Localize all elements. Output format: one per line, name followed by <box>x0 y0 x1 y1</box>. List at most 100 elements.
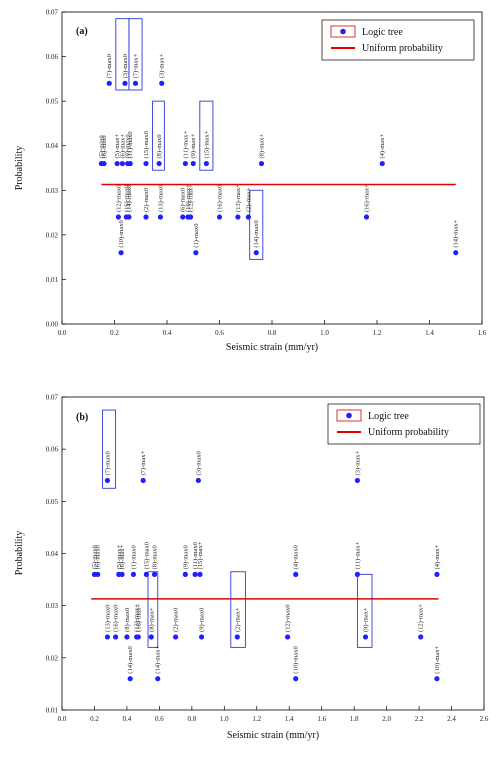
y-tick-label: 0.03 <box>46 187 59 195</box>
data-point <box>245 214 251 220</box>
data-point <box>182 571 188 577</box>
data-point-label: (14)-max+ <box>155 646 162 674</box>
data-point-label: (9)-max+ <box>190 134 197 159</box>
data-point <box>173 634 179 640</box>
data-point-label: (11)-max0 <box>127 131 134 158</box>
scatter-marks: (5)-max0(6)-max0(7)-max0(13)-max0 (16)-ma… <box>91 409 441 682</box>
data-point <box>157 214 164 220</box>
data-point-label: (1)-max0 <box>193 223 200 247</box>
data-point-label: (12)-max+ <box>188 184 195 212</box>
data-point <box>114 160 120 167</box>
data-point-label: (2)-max+ <box>245 187 252 212</box>
data-point <box>151 571 158 577</box>
data-point-label: (9)-max0 <box>199 608 206 632</box>
y-tick-label: 0.05 <box>46 98 59 106</box>
y-tick-label: 0.07 <box>46 9 59 17</box>
data-point <box>95 571 101 577</box>
x-tick-label: 0.4 <box>123 715 132 723</box>
scatter-marks: (5)-min0(6)-min0 (7)-max0 (5)-max+ (12)-max… <box>98 18 460 260</box>
x-axis-title: Seismic strain (mm/yr) <box>226 342 318 353</box>
data-point <box>363 214 370 220</box>
data-point-label: (5)-min0 <box>98 135 105 158</box>
x-tick-label: 0.0 <box>58 715 67 723</box>
x-tick-label: 0.6 <box>155 715 164 723</box>
data-point-label: (8)-max+ <box>148 607 155 632</box>
data-point-label: (11)-max+ <box>182 131 189 159</box>
y-axis-ticks: 0.00 0.01 0.02 0.03 0.04 0.05 0.06 0.07 <box>46 9 66 329</box>
data-point-label: (16)-max0 <box>123 185 130 212</box>
x-tick-label: 1.2 <box>252 715 261 723</box>
y-tick-label: 0.03 <box>46 602 59 610</box>
x-tick-label: 0.0 <box>58 329 67 337</box>
data-point-label: (10)-max0 <box>118 220 125 247</box>
data-point-label: (15)-max+ <box>197 541 204 569</box>
panel-label: (a) <box>76 26 88 37</box>
data-point-label: (7)-max0 <box>104 451 111 475</box>
y-tick-label: 0.02 <box>46 231 59 239</box>
data-point-label: (8)-max0 <box>124 608 131 632</box>
data-point-label: (14)-max0 <box>253 220 260 247</box>
data-point-label: (14)-max0 <box>127 646 134 673</box>
x-tick-label: 1.6 <box>317 715 326 723</box>
data-point <box>197 571 203 577</box>
data-point-label: (12)-max0 <box>115 185 122 212</box>
x-tick-label: 2.6 <box>480 715 489 723</box>
x-axis-title: Seismic strain (mm/yr) <box>227 730 319 741</box>
data-point <box>122 80 128 86</box>
data-point-label: (2)-max0 <box>173 608 180 632</box>
data-point-label: (3)-max+ <box>159 53 166 78</box>
x-tick-label: 0.8 <box>187 715 196 723</box>
data-point-label: (4)-max0 <box>293 545 300 569</box>
panel-b: 0.0 0.2 0.4 0.6 0.8 1.0 1.2 1.4 1.6 1.8 2.0 2.2 2.4 2… <box>14 394 489 742</box>
data-point <box>195 477 201 484</box>
data-point <box>203 160 209 167</box>
data-point-label: (6)-max+ <box>119 544 126 569</box>
y-axis-title: Probability <box>14 531 25 575</box>
legend-label-uniform: Uniform probability <box>368 427 449 438</box>
y-tick-label: 0.02 <box>46 654 59 662</box>
x-tick-label: 2.0 <box>382 715 391 723</box>
x-tick-label: 1.4 <box>425 329 434 337</box>
data-point-label: (8)-max0 <box>156 134 163 158</box>
data-point-label: (3)-max+ <box>354 451 361 476</box>
highlight-box <box>152 100 165 171</box>
data-point-label: (14)-max0 <box>126 185 133 212</box>
legend: Logic tree Uniform probability <box>321 19 475 61</box>
legend-label-uniform: Uniform probability <box>362 43 443 54</box>
y-tick-label: 0.05 <box>46 498 59 506</box>
x-tick-label: 0.4 <box>163 329 172 337</box>
x-tick-label: 0.2 <box>110 329 119 337</box>
legend-marker-frame <box>330 25 356 38</box>
data-point-label: (5)-max0 <box>91 545 98 569</box>
data-point <box>119 160 125 167</box>
x-tick-label: 1.6 <box>478 329 487 337</box>
data-point <box>140 477 146 484</box>
data-point-label: (10)-max+ <box>185 184 192 212</box>
data-point-label: (9)-max+ <box>363 607 370 632</box>
data-point <box>127 160 133 167</box>
data-point <box>453 250 459 256</box>
x-axis-ticks: 0.0 0.2 0.4 0.6 0.8 1.0 1.2 1.4 1.6 1.8 2.0 2.2 2.4 2… <box>58 706 489 723</box>
data-point <box>434 676 440 682</box>
data-point <box>188 214 194 220</box>
x-tick-label: 2.4 <box>447 715 456 723</box>
data-point-label: (7)-max+ <box>133 53 140 78</box>
data-point <box>132 80 139 86</box>
data-point-label: (6)-max+ <box>119 134 126 159</box>
data-point <box>258 160 265 167</box>
legend-label-logic-tree: Logic tree <box>362 27 403 38</box>
x-tick-label: 0.8 <box>268 329 277 337</box>
data-point <box>143 214 149 220</box>
data-point-label: (16)-max0 <box>113 605 120 632</box>
data-point-label: (16)-max0 <box>217 185 224 212</box>
data-point-label: (6)-max0 <box>180 188 187 212</box>
y-tick-label: 0.00 <box>46 321 59 329</box>
data-point <box>104 477 111 484</box>
data-point <box>119 571 125 577</box>
x-tick-label: 1.8 <box>350 715 359 723</box>
x-tick-label: 0.6 <box>215 329 224 337</box>
highlight-box <box>128 18 143 91</box>
data-point <box>434 571 440 577</box>
legend: Logic tree Uniform probability <box>327 403 481 445</box>
